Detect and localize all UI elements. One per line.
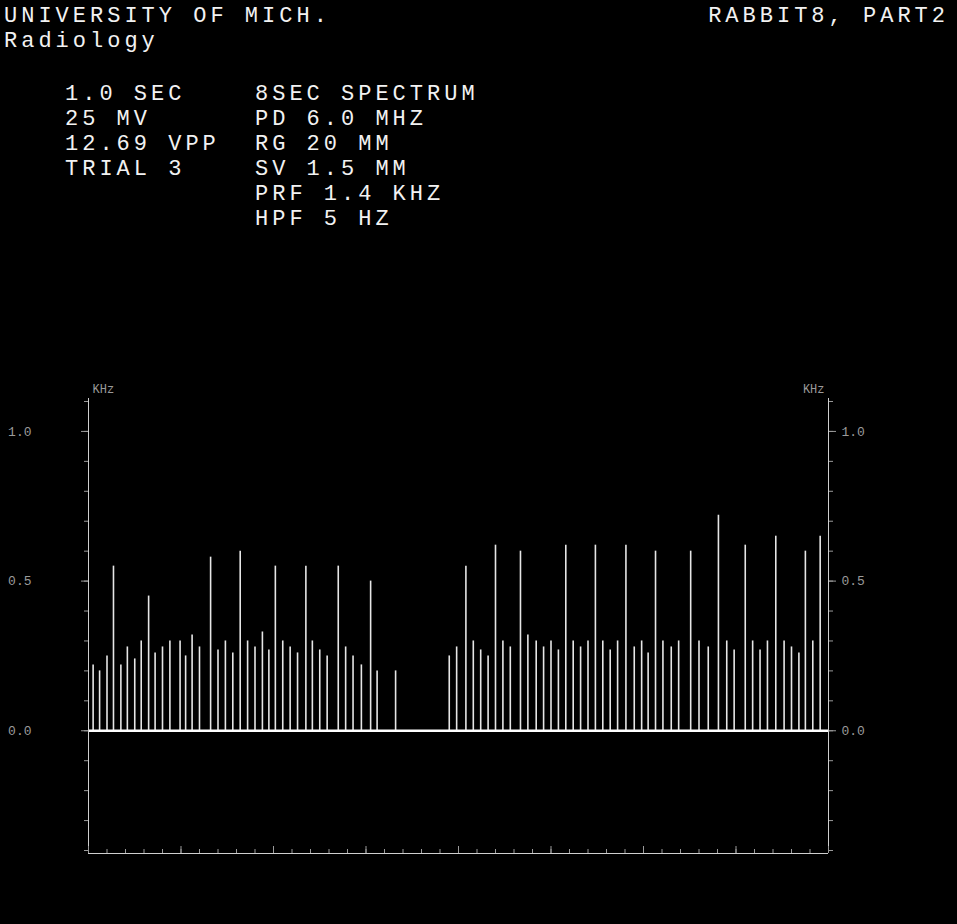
svg-text:0.0: 0.0	[842, 724, 865, 739]
svg-text:1.0: 1.0	[8, 425, 31, 440]
html-text:SV 1.5 MM: SV 1.5 MM	[255, 157, 410, 182]
html-text:8SEC SPECTRUM: 8SEC SPECTRUM	[255, 82, 479, 107]
svg-text:0.5: 0.5	[8, 574, 31, 589]
html-text:TRIAL 3: TRIAL 3	[65, 157, 186, 182]
svg-text:KHz: KHz	[93, 383, 115, 397]
html-text:1.0 SEC: 1.0 SEC	[65, 82, 186, 107]
html-text:25 MV: 25 MV	[65, 107, 151, 132]
html-text:Radiology: Radiology	[4, 29, 159, 54]
html-text:RABBIT8, PART2: RABBIT8, PART2	[708, 4, 949, 29]
html-text:12.69 VPP: 12.69 VPP	[65, 132, 220, 157]
svg-text:0.5: 0.5	[842, 574, 865, 589]
html-text:PD 6.0 MHZ: PD 6.0 MHZ	[255, 107, 427, 132]
html-text:RG 20 MM: RG 20 MM	[255, 132, 393, 157]
html-text:UNIVERSITY OF MICH.: UNIVERSITY OF MICH.	[4, 4, 331, 29]
svg-text:1.0: 1.0	[842, 425, 865, 440]
svg-text:0.0: 0.0	[8, 724, 31, 739]
html-text:PRF 1.4 KHZ: PRF 1.4 KHZ	[255, 182, 445, 207]
html-text:HPF 5 HZ: HPF 5 HZ	[255, 207, 393, 232]
svg-text:KHz: KHz	[803, 383, 825, 397]
